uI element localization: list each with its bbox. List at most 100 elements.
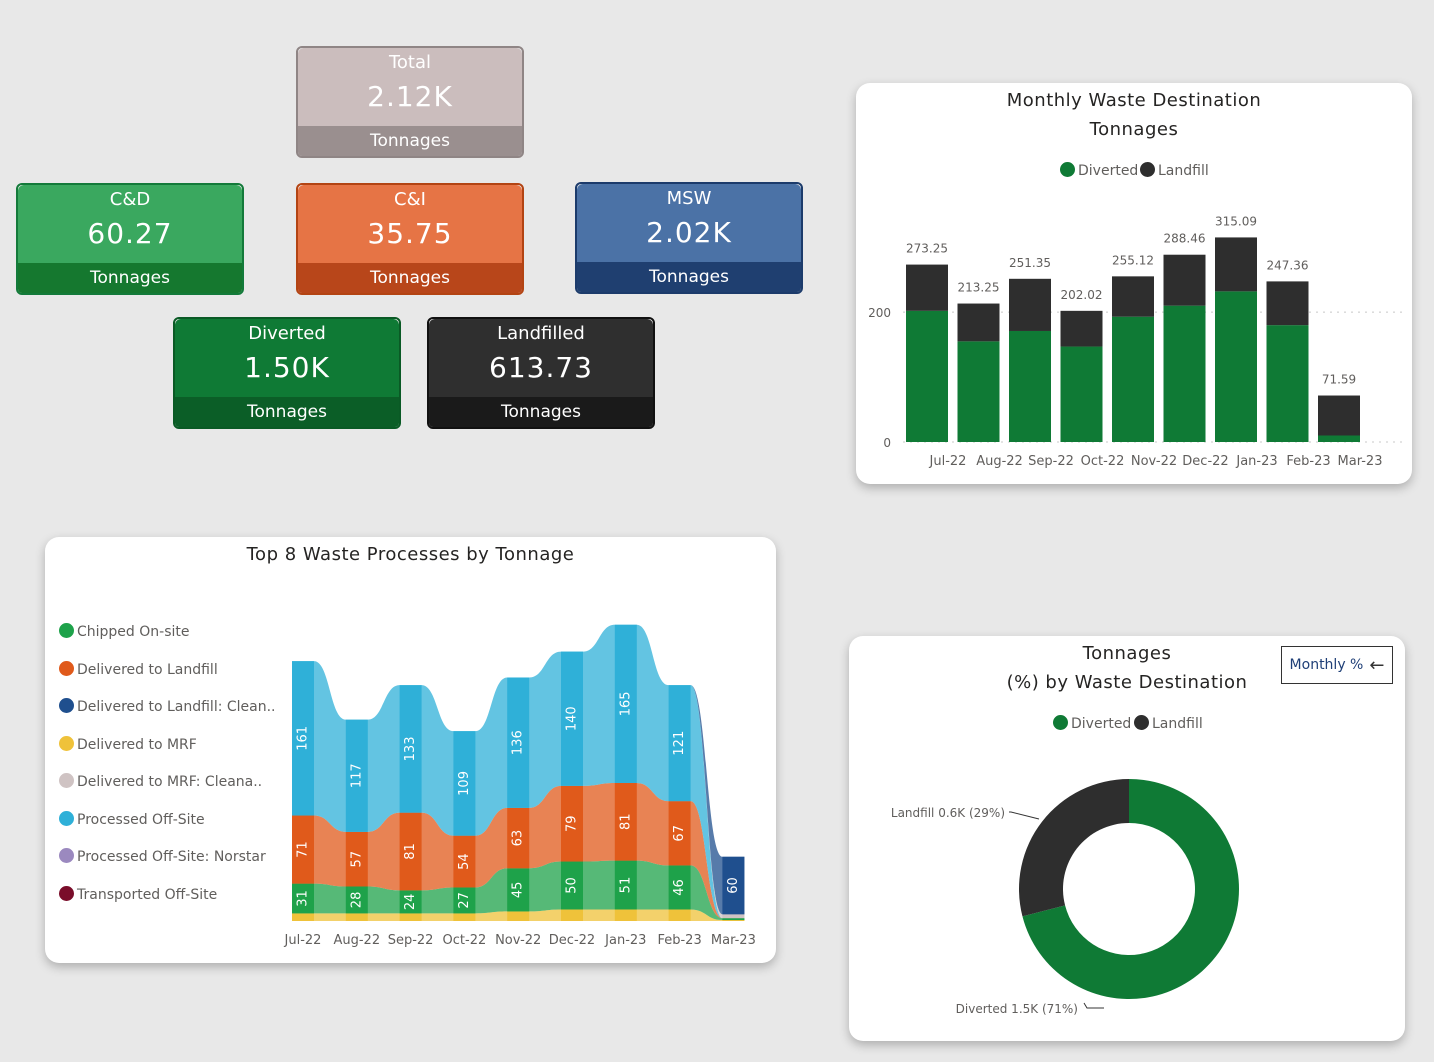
segment-value-label: 71 [296, 841, 311, 858]
kpi-cd-value: 60.27 [87, 217, 173, 250]
bar-total-label: 315.09 [1215, 214, 1257, 228]
segment-value-label: 60 [726, 877, 741, 894]
area-bar-segment [561, 861, 583, 910]
bar-landfill [1318, 395, 1360, 436]
processes-legend-label: Delivered to Landfill: Clean.. [77, 699, 276, 715]
donut-legend-diverted-dot-icon [1053, 715, 1068, 730]
processes-legend-item[interactable]: Delivered to Landfill: Clean.. [59, 698, 276, 715]
kpi-total-unit: Tonnages [370, 131, 450, 151]
monthly-bar-chart: 0 200 273.25 Jul-22 213.25 Aug-22 251.35 Sep-22… [868, 214, 1406, 469]
x-tick-label: Jul-22 [929, 454, 967, 469]
bar-landfill [1215, 237, 1257, 292]
area-bar-segment [614, 782, 637, 861]
bar-landfill [1009, 278, 1051, 331]
area-bar-segment [399, 812, 422, 891]
segment-value-label: 121 [672, 731, 687, 756]
donut-label-landfill: Landfill 0.6K (29%) [891, 806, 1005, 820]
area-bar-segment [345, 913, 368, 921]
bar-landfill [957, 303, 1000, 342]
donut-label-diverted: Diverted 1.5K (71%) [956, 1002, 1078, 1016]
area-bar-segment [722, 914, 745, 919]
x-tick-label: Mar-23 [711, 933, 756, 948]
segment-value-label: 79 [565, 815, 580, 832]
kpi-msw-label: MSW [666, 188, 712, 209]
y-tick-label: 0 [883, 436, 891, 450]
segment-value-label: 24 [403, 894, 418, 911]
segment-value-label: 28 [349, 892, 364, 909]
monthly-percent-button[interactable]: Monthly % ← [1281, 646, 1393, 684]
processes-legend-item[interactable]: Processed Off-Site: Norstar [59, 848, 266, 865]
x-tick-label: Oct-22 [443, 933, 487, 948]
donut-legend-diverted-label: Diverted [1071, 716, 1132, 732]
kpi-landfilled-unit: Tonnages [501, 402, 581, 422]
x-tick-label: Sep-22 [1028, 454, 1074, 469]
kpi-msw-value: 2.02K [646, 216, 732, 249]
kpi-ci-value: 35.75 [367, 217, 453, 250]
segment-value-label: 57 [349, 851, 364, 868]
processes-legend-item[interactable]: Delivered to MRF: Cleana.. [59, 773, 262, 790]
segment-value-label: 27 [457, 892, 472, 909]
bar-landfill [1060, 310, 1103, 347]
donut-chart-title-line2: (%) by Waste Destination [1006, 672, 1248, 693]
processes-card: Top 8 Waste Processes by Tonnage Chipped… [45, 537, 776, 963]
kpi-total-label: Total [388, 52, 432, 73]
bar-landfill [1163, 254, 1206, 306]
segment-value-label: 109 [457, 771, 472, 796]
bar-total-label: 71.59 [1322, 373, 1356, 387]
legend-dot-icon [59, 773, 74, 788]
bar-landfill [906, 264, 948, 311]
kpi-diverted-label: Diverted [248, 323, 326, 344]
y-tick-label: 200 [868, 306, 891, 320]
area-bar-segment [292, 913, 314, 921]
bar-diverted [957, 341, 1000, 442]
processes-legend-label: Processed Off-Site [77, 811, 205, 828]
legend-diverted[interactable]: Diverted [1060, 162, 1138, 179]
area-bar-segment [345, 831, 368, 887]
legend-landfill[interactable]: Landfill [1140, 162, 1209, 179]
processes-legend-item[interactable]: Delivered to Landfill [59, 660, 218, 678]
area-bar-segment [614, 909, 637, 921]
area-bar-segment [399, 913, 422, 921]
monthly-chart-title-line2: Tonnages [1089, 119, 1179, 140]
area-bar-segment [614, 860, 637, 910]
kpi-landfilled-value: 613.73 [489, 351, 593, 384]
bar-total-label: 288.46 [1164, 232, 1206, 246]
processes-area-chart: 31 28 24 27 45 50 51 46 71 57 81 54 63 79 81 67 161 117 13… [284, 624, 756, 948]
bar-diverted [1318, 435, 1360, 442]
segment-value-label: 81 [618, 813, 633, 830]
x-tick-label: Jul-22 [284, 933, 322, 948]
processes-legend-item[interactable]: Processed Off-Site [59, 810, 205, 828]
segment-value-label: 161 [296, 726, 311, 751]
donut-slice [1019, 779, 1129, 917]
bar-total-label: 247.36 [1267, 258, 1309, 272]
donut-legend-landfill-dot-icon [1134, 715, 1149, 730]
donut-chart: Diverted 1.5K (71%) Landfill 0.6K (29%) [891, 779, 1239, 1016]
processes-legend-item[interactable]: Chipped On-site [59, 623, 190, 640]
donut-legend-diverted[interactable]: Diverted [1053, 715, 1131, 732]
processes-legend-label: Delivered to Landfill [77, 661, 218, 678]
x-tick-label: Dec-22 [549, 933, 595, 948]
donut-legend-landfill[interactable]: Landfill [1134, 715, 1203, 732]
segment-value-label: 136 [511, 730, 526, 755]
segment-value-label: 45 [511, 882, 526, 899]
kpi-landfilled-label: Landfilled [497, 323, 585, 344]
x-tick-label: Sep-22 [388, 933, 434, 948]
area-bar-segment [507, 868, 530, 912]
area-bar-segment [722, 856, 745, 915]
area-bar-segment [507, 807, 530, 869]
kpi-ci-unit: Tonnages [370, 268, 450, 288]
bar-diverted [1215, 291, 1257, 442]
processes-legend-item[interactable]: Delivered to MRF [59, 735, 197, 753]
processes-legend-item[interactable]: Transported Off-Site [59, 885, 217, 903]
x-tick-label: Dec-22 [1182, 454, 1228, 469]
area-bar-segment [453, 731, 476, 836]
bar-diverted [906, 310, 948, 442]
bar-landfill [1112, 276, 1154, 317]
segment-value-label: 63 [511, 830, 526, 847]
kpi-diverted-unit: Tonnages [247, 402, 327, 422]
legend-dot-icon [59, 885, 74, 901]
area-bar-segment [722, 918, 745, 921]
bar-total-label: 251.35 [1009, 256, 1051, 270]
area-bar-segment [345, 886, 368, 914]
area-bar-segment [507, 677, 530, 808]
